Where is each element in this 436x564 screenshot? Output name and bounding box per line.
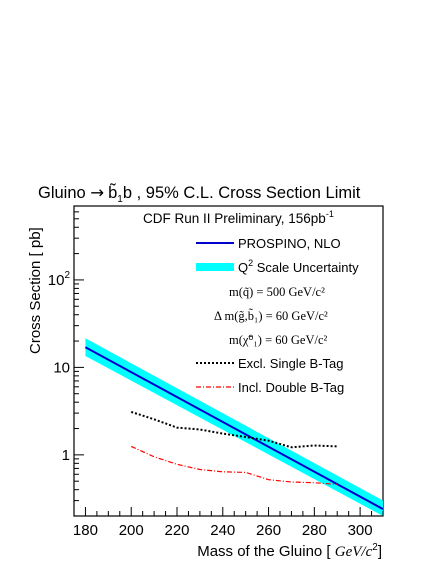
x-tick-label: 300 bbox=[348, 522, 373, 539]
series-layer bbox=[84, 346, 384, 510]
y-tick-label: 1 bbox=[62, 447, 70, 464]
legend-label-prospino: PROSPINO, NLO bbox=[238, 236, 341, 251]
x-tick-label: 260 bbox=[256, 522, 281, 539]
plot-frame bbox=[73, 205, 384, 517]
legend-neutralino-mass: m(χ̃⁰₁) = 60 GeV/c² bbox=[229, 333, 328, 347]
axis-layer: 180 200 220 240 260 280 300 1 10 102 bbox=[48, 205, 384, 539]
chart-subtitle: CDF Run II Preliminary, 156pb-1 bbox=[143, 209, 334, 226]
legend-label-band: Q2 Scale Uncertainty bbox=[238, 258, 359, 275]
x-axis-label: Mass of the Gluino [ GeV/c2] bbox=[197, 542, 382, 560]
series-line-dashed bbox=[130, 410, 338, 449]
x-tick-label: 220 bbox=[164, 522, 189, 539]
legend-squark-mass: m(q̃) = 500 GeV/c² bbox=[229, 285, 325, 299]
x-tick-label: 200 bbox=[119, 522, 144, 539]
chart-title: Gluino → b̃1b , 95% C.L. Cross Section Li… bbox=[38, 182, 361, 205]
series-line-solid bbox=[84, 346, 384, 510]
legend-label-double: Incl. Double B-Tag bbox=[238, 380, 344, 395]
x-tick-label: 240 bbox=[210, 522, 235, 539]
legend-mass-difference: Δ m(g̃,b̃₁) = 60 GeV/c² bbox=[214, 308, 328, 323]
legend: PROSPINO, NLO Q2 Scale Uncertainty m(q̃)… bbox=[196, 236, 359, 395]
y-tick-label: 10 bbox=[53, 359, 70, 376]
x-tick-label: 280 bbox=[302, 522, 327, 539]
y-tick-label: 102 bbox=[48, 270, 71, 289]
legend-label-single: Excl. Single B-Tag bbox=[238, 356, 344, 371]
x-tick-label: 180 bbox=[73, 522, 98, 539]
series-line-dashdot bbox=[130, 445, 338, 485]
y-axis-label: Cross Section [ pb] bbox=[27, 227, 44, 354]
